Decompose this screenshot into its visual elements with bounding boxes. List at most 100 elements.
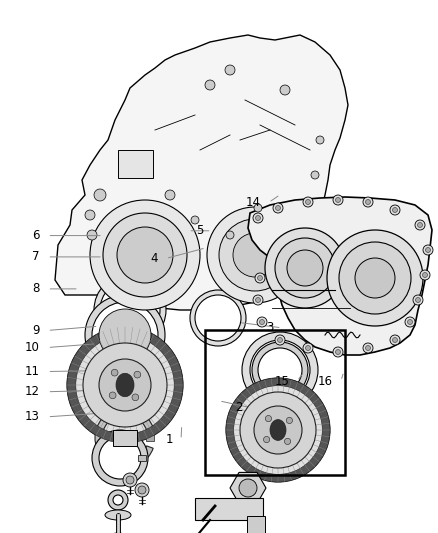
Polygon shape: [197, 506, 220, 520]
Circle shape: [276, 206, 280, 211]
Text: 13: 13: [25, 410, 39, 423]
Circle shape: [417, 222, 423, 228]
Circle shape: [99, 359, 151, 411]
Circle shape: [333, 347, 343, 357]
Circle shape: [92, 302, 158, 368]
Circle shape: [103, 213, 187, 297]
Circle shape: [413, 295, 423, 305]
Text: 16: 16: [318, 375, 333, 387]
Circle shape: [165, 190, 175, 200]
Circle shape: [265, 416, 272, 422]
Circle shape: [135, 483, 149, 497]
Circle shape: [407, 319, 413, 325]
Circle shape: [390, 335, 400, 345]
Circle shape: [92, 430, 148, 486]
Circle shape: [416, 297, 420, 303]
Circle shape: [365, 199, 371, 205]
Circle shape: [233, 233, 277, 277]
Bar: [118, 150, 153, 178]
Circle shape: [99, 437, 141, 479]
Circle shape: [255, 215, 261, 221]
Wedge shape: [67, 327, 183, 443]
Circle shape: [132, 394, 139, 401]
Bar: [205, 330, 345, 475]
Circle shape: [275, 238, 335, 298]
Text: 1: 1: [166, 433, 173, 446]
Circle shape: [275, 335, 285, 345]
Circle shape: [257, 317, 267, 327]
Circle shape: [109, 392, 116, 399]
Circle shape: [363, 343, 373, 353]
Text: 3: 3: [266, 321, 274, 334]
Text: 5: 5: [196, 224, 204, 237]
Text: 4: 4: [150, 252, 158, 265]
Circle shape: [253, 213, 263, 223]
Circle shape: [254, 406, 302, 454]
Circle shape: [253, 295, 263, 305]
Text: 9: 9: [32, 324, 39, 337]
Circle shape: [94, 189, 106, 201]
Circle shape: [255, 273, 265, 283]
Circle shape: [87, 230, 97, 240]
Circle shape: [392, 207, 398, 213]
Wedge shape: [226, 378, 330, 482]
Polygon shape: [248, 197, 432, 355]
Circle shape: [134, 372, 141, 378]
Circle shape: [108, 490, 128, 510]
Circle shape: [190, 290, 246, 346]
Text: 8: 8: [32, 282, 39, 295]
Circle shape: [259, 319, 265, 325]
Circle shape: [240, 392, 316, 468]
Circle shape: [252, 342, 308, 398]
Bar: [138, 455, 146, 461]
Text: 2: 2: [236, 401, 243, 414]
Bar: [146, 435, 154, 441]
Text: 6: 6: [32, 229, 39, 242]
Circle shape: [327, 230, 423, 326]
Circle shape: [273, 203, 283, 213]
Circle shape: [113, 495, 123, 505]
Wedge shape: [95, 408, 153, 468]
Circle shape: [250, 340, 310, 400]
Circle shape: [392, 337, 398, 343]
Circle shape: [258, 348, 302, 392]
Circle shape: [123, 473, 137, 487]
Circle shape: [336, 198, 340, 203]
Circle shape: [287, 250, 323, 286]
Bar: [113, 430, 137, 446]
Bar: [247, 516, 265, 533]
Circle shape: [305, 199, 311, 205]
Circle shape: [205, 80, 215, 90]
Circle shape: [303, 197, 313, 207]
Circle shape: [111, 369, 118, 376]
Circle shape: [83, 343, 167, 427]
Text: 10: 10: [25, 341, 39, 354]
Circle shape: [219, 219, 291, 291]
Circle shape: [138, 486, 146, 494]
Circle shape: [420, 270, 430, 280]
Polygon shape: [230, 472, 266, 504]
Circle shape: [339, 242, 411, 314]
Circle shape: [242, 332, 318, 408]
Circle shape: [316, 136, 324, 144]
Text: 7: 7: [32, 251, 39, 263]
Circle shape: [239, 479, 257, 497]
Circle shape: [355, 258, 395, 298]
Circle shape: [280, 85, 290, 95]
Circle shape: [126, 476, 134, 484]
Text: 14: 14: [246, 196, 261, 209]
Circle shape: [265, 228, 345, 308]
Circle shape: [423, 245, 433, 255]
Circle shape: [226, 231, 234, 239]
Ellipse shape: [116, 373, 134, 397]
Bar: [195, 498, 263, 520]
Circle shape: [226, 378, 330, 482]
Circle shape: [195, 295, 241, 341]
Circle shape: [258, 276, 262, 280]
Text: 12: 12: [25, 385, 39, 398]
Circle shape: [311, 171, 319, 179]
Circle shape: [365, 345, 371, 351]
Circle shape: [405, 317, 415, 327]
Circle shape: [333, 195, 343, 205]
Circle shape: [425, 247, 431, 253]
